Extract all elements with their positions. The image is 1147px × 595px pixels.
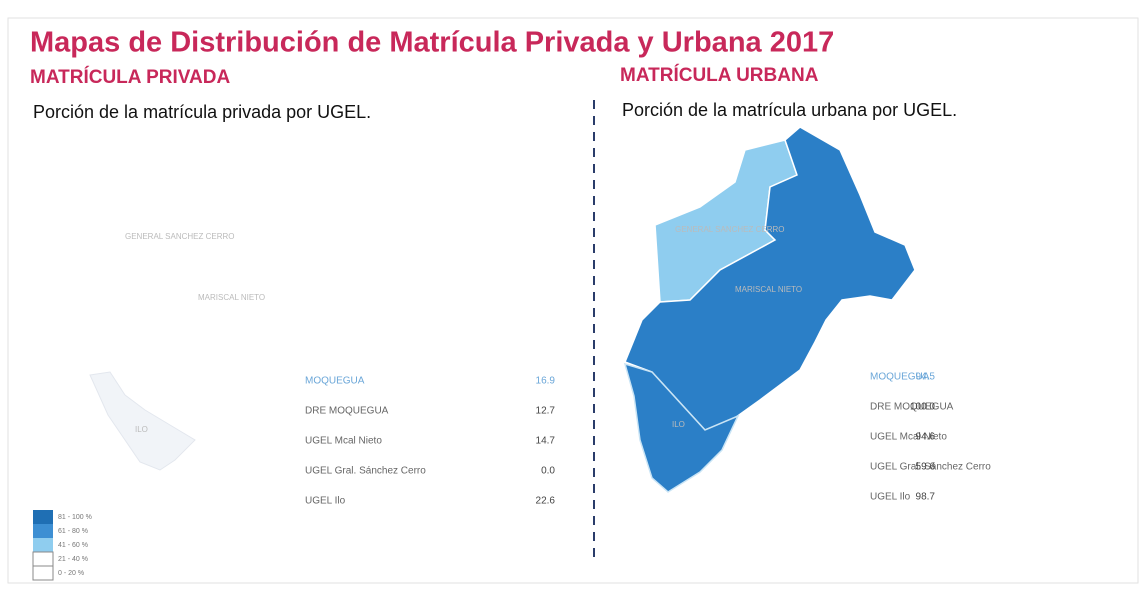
row-value: 12.7 [536, 406, 556, 417]
caption: Porción de la matrícula privada por UGEL… [33, 102, 371, 122]
legend-label: 61 - 80 % [58, 528, 88, 535]
row-value: 98.7 [916, 492, 936, 503]
legend-label: 21 - 40 % [58, 556, 88, 563]
legend-swatch [33, 524, 53, 538]
map-label: ILO [672, 420, 685, 429]
row-value: 59.6 [916, 462, 936, 473]
row-name: UGEL Gral. Sánchez Cerro [870, 462, 991, 473]
heading: MATRÍCULA URBANA [620, 64, 819, 86]
legend: 81 - 100 % 61 - 80 % 41 - 60 % 21 - 40 %… [32, 510, 92, 581]
legend-label: 81 - 100 % [58, 514, 92, 521]
row-name: MOQUEGUA [870, 372, 930, 383]
map-region [624, 126, 916, 431]
row-value: 22.6 [536, 496, 556, 507]
legend-swatch [33, 510, 53, 524]
map-label: MARISCAL NIETO [735, 285, 802, 294]
map-region [89, 371, 196, 471]
row-value: 0.0 [541, 466, 555, 477]
row-value: 94.6 [916, 432, 936, 443]
caption: Porción de la matrícula urbana por UGEL. [622, 100, 957, 120]
table: MOQUEGUA 16.9 DRE MOQUEGUA 12.7 UGEL Mcal Ni… [305, 376, 555, 507]
map-label: MARISCAL NIETO [198, 293, 265, 302]
row-value: 16.9 [536, 376, 556, 387]
row-name: UGEL Gral. Sánchez Cerro [305, 466, 426, 477]
legend-label: 41 - 60 % [58, 542, 88, 549]
row-value: 14.7 [536, 436, 556, 447]
legend-swatch [32, 565, 54, 581]
row-name: DRE MOQUEGUA [305, 406, 389, 417]
legend-swatch [33, 538, 53, 552]
heading: MATRÍCULA PRIVADA [30, 66, 230, 88]
row-value: 100.0 [910, 402, 935, 413]
map-label: GENERAL SANCHEZ CERRO [675, 225, 785, 234]
map-region [623, 362, 740, 493]
row-name: MOQUEGUA [305, 376, 365, 387]
row-value: 94.5 [916, 372, 936, 383]
title: Mapas de Distribución de Matrícula Priva… [30, 27, 834, 59]
row-name: UGEL Ilo [305, 496, 346, 507]
row-name: UGEL Mcal Nieto [870, 432, 947, 443]
row-name: UGEL Ilo [870, 492, 911, 503]
map-label: GENERAL SANCHEZ CERRO [125, 232, 235, 241]
legend-swatch [32, 551, 54, 567]
legend-label: 0 - 20 % [58, 570, 84, 577]
map-label: ILO [135, 425, 148, 434]
row-name: DRE MOQUEGUA [870, 402, 954, 413]
row-name: UGEL Mcal Nieto [305, 436, 382, 447]
frame [7, 17, 1139, 584]
